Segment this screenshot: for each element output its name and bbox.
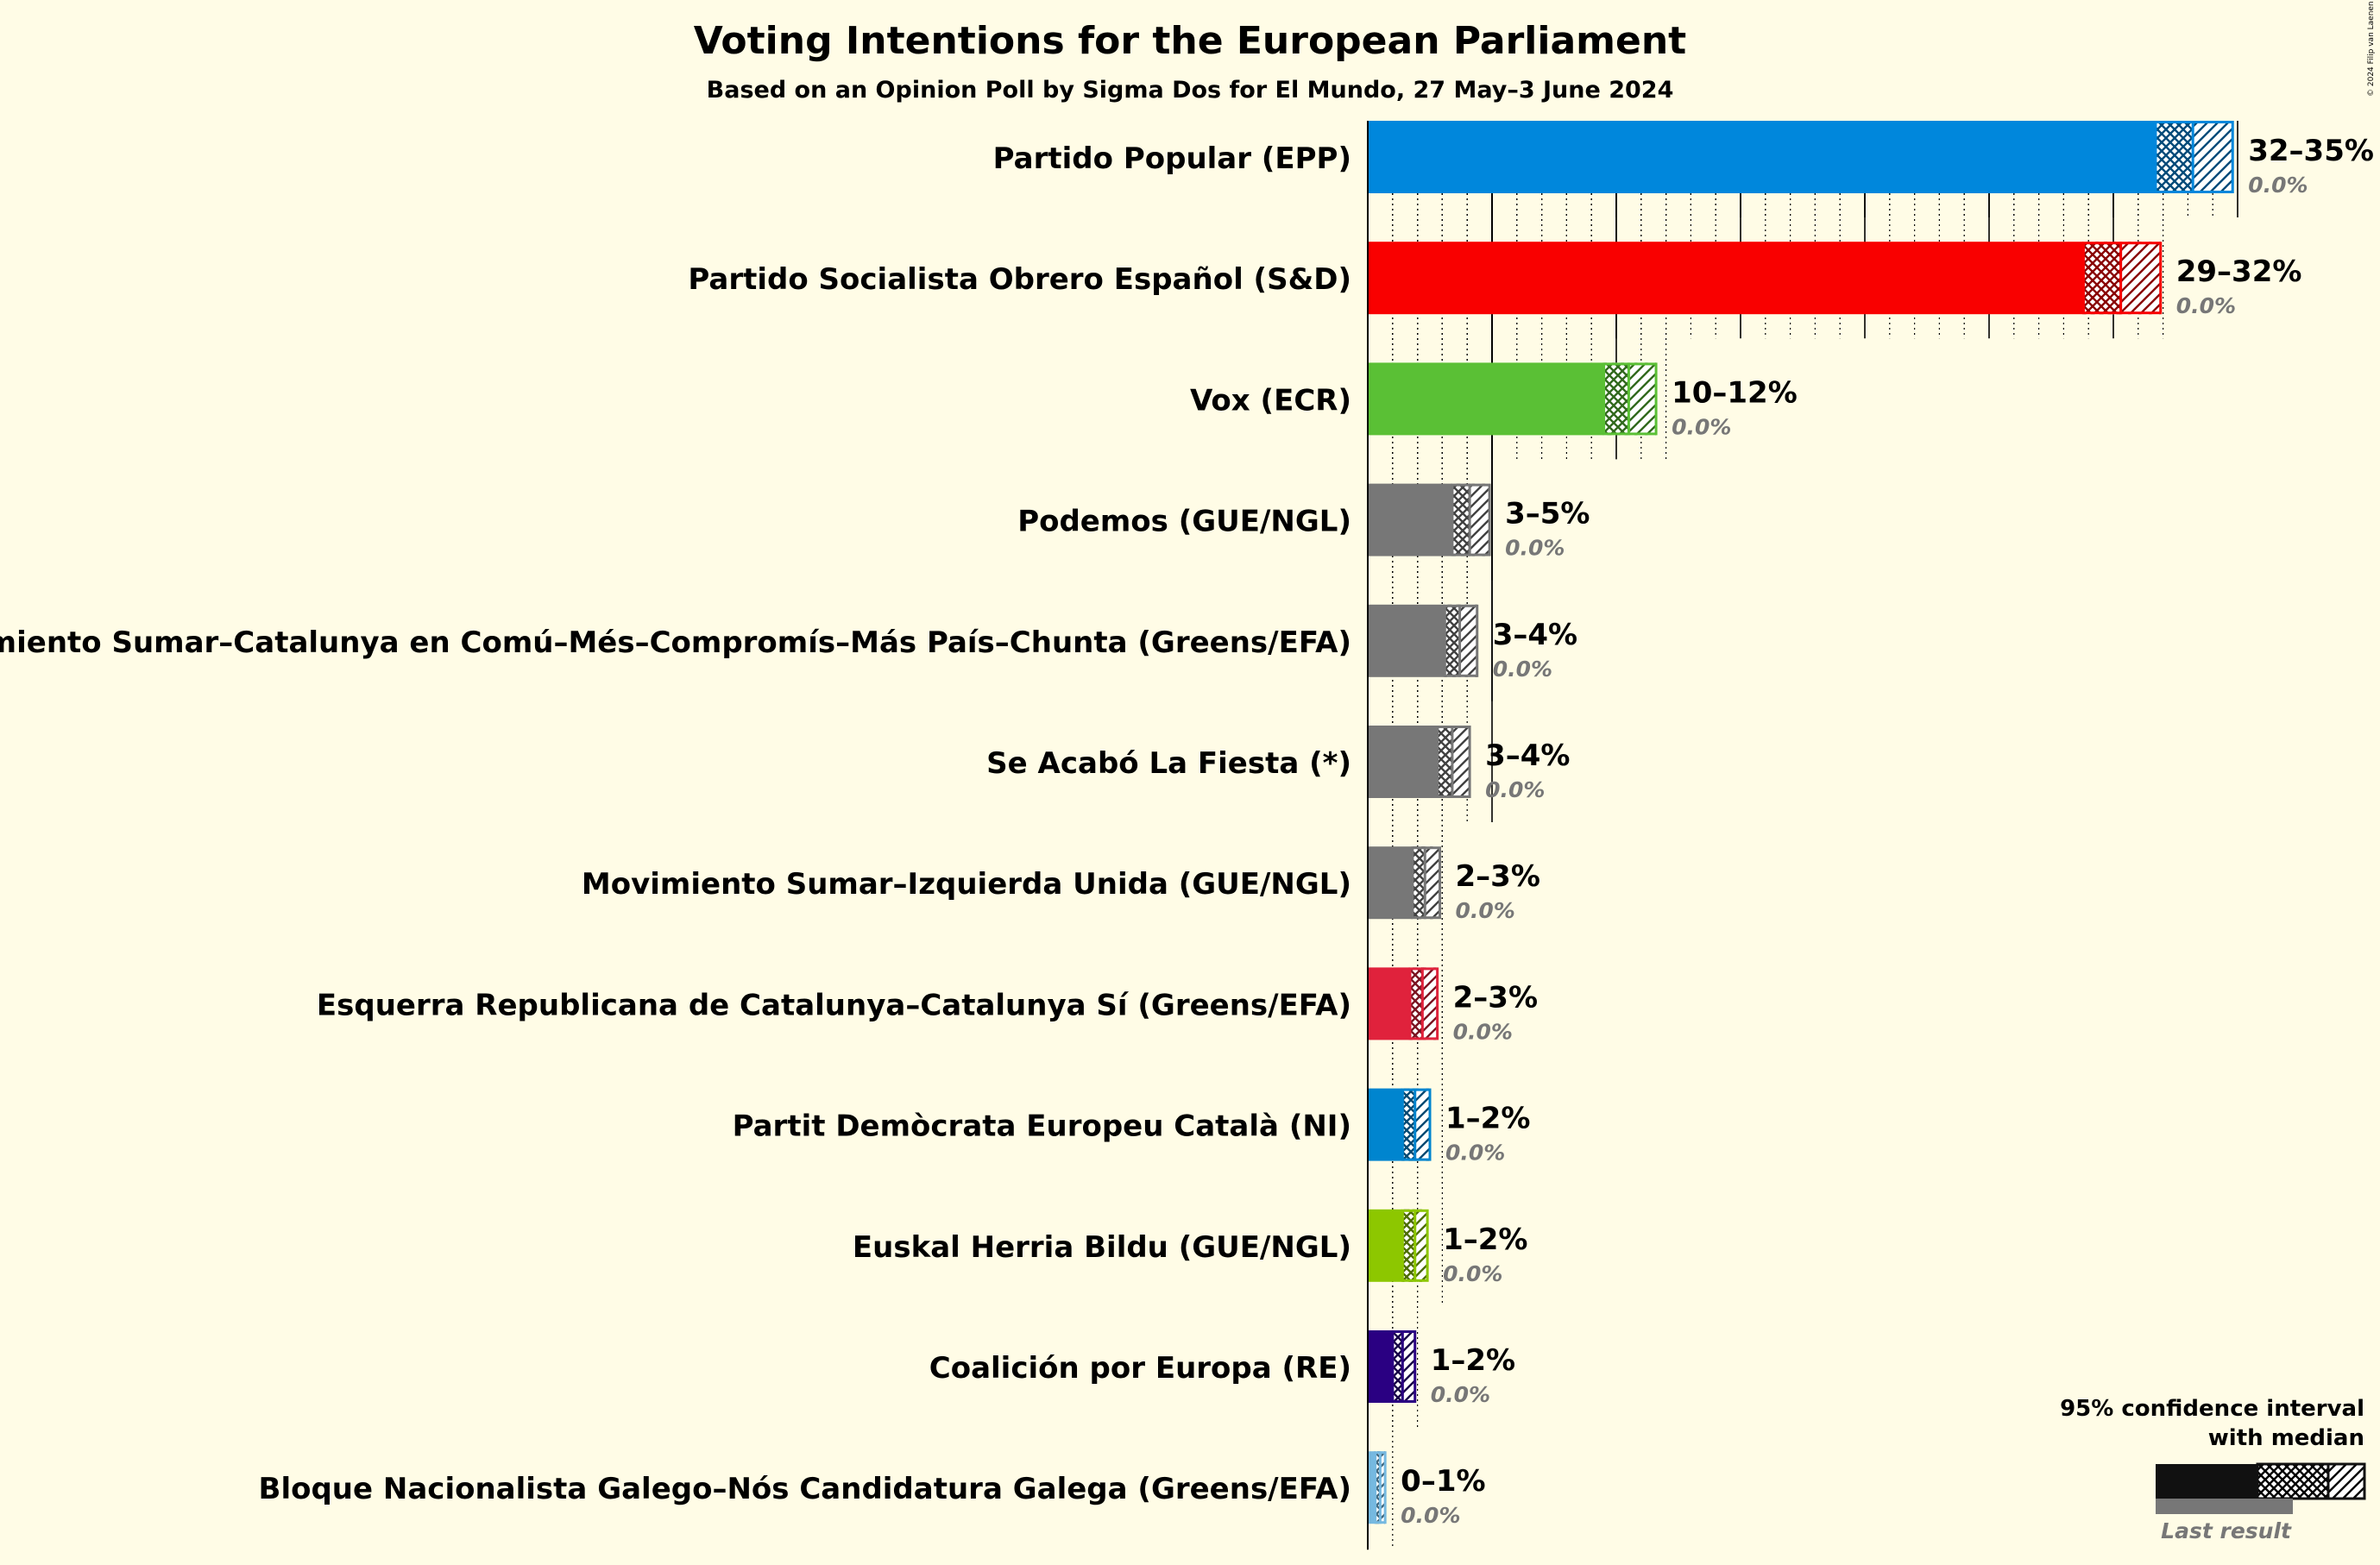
bar-ci-lower-tint <box>1392 1330 1403 1403</box>
bar-ci-upper-tint <box>1628 362 1657 436</box>
bar-solid <box>1368 1451 1376 1524</box>
party-name-label: Coalición por Europa (RE) <box>929 1351 1351 1386</box>
bar-ci-upper-tint <box>1451 726 1470 798</box>
bar-ci-lower-tint <box>1437 726 1452 798</box>
last-result-label: 0.0% <box>1401 1503 1460 1528</box>
bar-ci-lower-tint <box>1603 362 1629 436</box>
range-label: 3–5% <box>1505 497 1590 531</box>
last-result-label: 0.0% <box>1672 414 1731 439</box>
range-label: 2–3% <box>1453 980 1538 1015</box>
bar-ci-upper-tint <box>1459 604 1477 677</box>
bars <box>1368 121 2234 1524</box>
party-name-label: Vox (ECR) <box>1190 383 1351 418</box>
party-name-label: Movimiento Sumar–Catalunya en Comú–Més–C… <box>0 625 1351 660</box>
range-label: 3–4% <box>1493 618 1577 652</box>
bar-solid <box>1368 1209 1403 1282</box>
party-name-label: Se Acabó La Fiesta (*) <box>986 746 1351 781</box>
party-name-label: Partit Demòcrata Europeu Català (NI) <box>733 1109 1351 1144</box>
bar-ci-upper-tint <box>1422 967 1438 1040</box>
bar-ci-lower-tint <box>2083 242 2121 315</box>
legend-solid-swatch <box>2156 1464 2257 1499</box>
bar-solid <box>1368 604 1445 677</box>
bar-ci-lower-tint <box>1402 1209 1415 1282</box>
range-label: 3–4% <box>1485 739 1570 773</box>
party-name-label: Podemos (GUE/NGL) <box>1017 505 1351 539</box>
last-result-label: 0.0% <box>1456 898 1515 923</box>
bar-ci-lower-tint <box>1412 846 1426 920</box>
bar-solid <box>1368 121 2156 193</box>
party-name-label: Bloque Nacionalista Galego–Nós Candidatu… <box>259 1472 1351 1506</box>
last-result-label: 0.0% <box>2176 293 2236 318</box>
legend-diagonal-swatch <box>2326 1462 2366 1500</box>
last-result-label: 0.0% <box>1445 1141 1505 1166</box>
last-result-label: 0.0% <box>1493 657 1552 682</box>
legend-last-result-swatch <box>2156 1499 2293 1514</box>
bar-ci-upper-tint <box>1414 1088 1430 1161</box>
last-result-label: 0.0% <box>1505 536 1565 561</box>
bar-ci-upper-tint <box>2120 242 2161 315</box>
range-label: 32–35% <box>2248 134 2374 168</box>
bar-ci-upper-tint <box>1380 1451 1386 1524</box>
range-label: 1–2% <box>1443 1222 1527 1257</box>
bar-ci-lower-tint <box>1451 483 1470 556</box>
last-result-label: 0.0% <box>1443 1261 1502 1286</box>
bar-ci-lower-tint <box>1375 1451 1381 1524</box>
bar-solid <box>1368 362 1604 436</box>
bar-ci-upper-tint <box>1425 846 1440 920</box>
legend: 95% confidence interval with median Last… <box>2060 1396 2366 1543</box>
chart-subtitle: Based on an Opinion Poll by Sigma Dos fo… <box>707 77 1674 104</box>
range-label: 1–2% <box>1431 1343 1515 1378</box>
last-result-label: 0.0% <box>2248 173 2308 198</box>
legend-last-result-label: Last result <box>2161 1518 2292 1543</box>
bar-ci-lower-tint <box>1402 1088 1415 1161</box>
bar-ci-upper-tint <box>2193 121 2233 193</box>
range-label: 1–2% <box>1445 1102 1530 1136</box>
party-name-label: Partido Socialista Obrero Español (S&D) <box>688 262 1351 297</box>
range-label: 29–32% <box>2176 255 2302 289</box>
legend-title-line1: 95% confidence interval <box>2060 1396 2364 1422</box>
last-result-label: 0.0% <box>1431 1382 1490 1407</box>
grid-lines <box>1392 121 2238 1549</box>
bar-solid <box>1368 967 1410 1040</box>
bar-ci-upper-tint <box>1414 1209 1428 1282</box>
bar-solid <box>1368 483 1452 556</box>
legend-crosshatch-swatch <box>2256 1462 2330 1500</box>
party-name-label: Movimiento Sumar–Izquierda Unida (GUE/NG… <box>582 867 1351 902</box>
copyright-notice: © 2024 Filip van Laenen <box>2367 1 2376 97</box>
bar-ci-lower-tint <box>2155 121 2194 193</box>
bar-solid <box>1368 1088 1403 1161</box>
bar-ci-upper-tint <box>1402 1330 1415 1403</box>
bar-ci-upper-tint <box>1470 483 1490 556</box>
bar-ci-lower-tint <box>1445 604 1460 677</box>
bar-ci-lower-tint <box>1409 967 1423 1040</box>
chart-title: Voting Intentions for the European Parli… <box>694 19 1686 63</box>
party-name-label: Esquerra Republicana de Catalunya–Catalu… <box>317 988 1351 1022</box>
bar-solid <box>1368 1330 1393 1403</box>
legend-title-line2: with median <box>2208 1425 2364 1451</box>
range-label: 2–3% <box>1456 859 1540 894</box>
bar-solid <box>1368 726 1438 798</box>
bar-solid <box>1368 242 2084 315</box>
labels: Partido Popular (EPP) 32–35% 0.0% Partido S… <box>0 134 2374 1528</box>
party-name-label: Euskal Herria Bildu (GUE/NGL) <box>853 1230 1351 1265</box>
last-result-label: 0.0% <box>1453 1019 1513 1044</box>
range-label: 10–12% <box>1672 375 1798 410</box>
party-name-label: Partido Popular (EPP) <box>993 141 1351 176</box>
range-label: 0–1% <box>1401 1464 1485 1499</box>
bar-solid <box>1368 846 1413 920</box>
last-result-label: 0.0% <box>1485 777 1545 802</box>
